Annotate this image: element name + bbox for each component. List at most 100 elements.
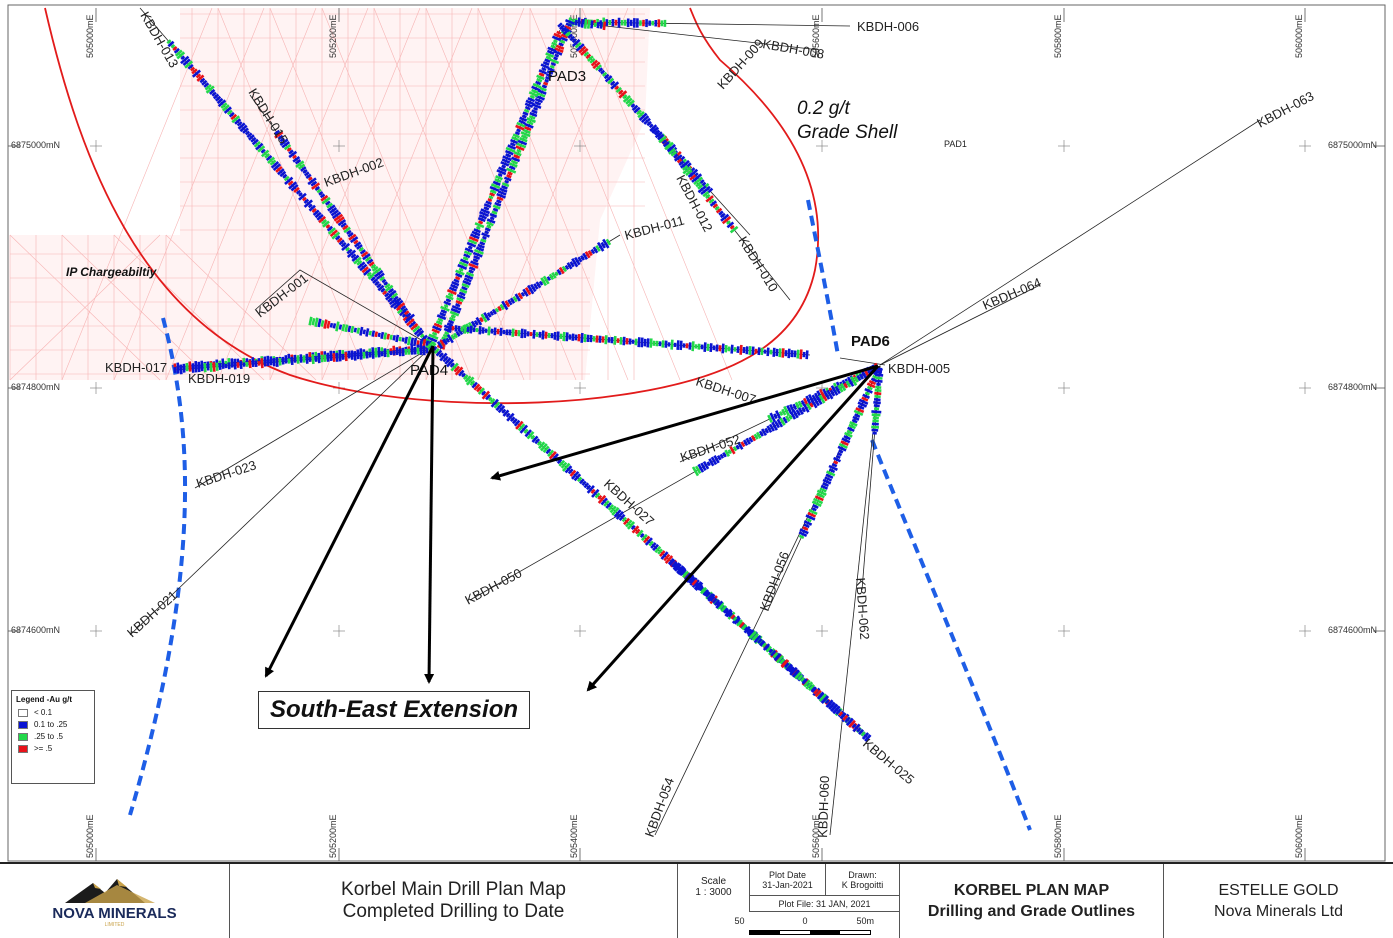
- assay-interval: [370, 331, 371, 335]
- assay-interval: [322, 355, 323, 362]
- legend-swatch: [18, 721, 28, 729]
- drill-hole-trace: [840, 358, 885, 365]
- northing-label: 6875000mN: [11, 140, 60, 150]
- assay-interval: [451, 316, 455, 318]
- assay-interval: [418, 348, 419, 355]
- assay-interval: [542, 86, 546, 88]
- assay-interval: [331, 323, 332, 327]
- assay-interval: [777, 349, 778, 356]
- assay-interval: [678, 340, 679, 350]
- assay-interval: [424, 346, 425, 355]
- easting-label: 506000mE: [1294, 814, 1304, 858]
- assay-interval: [517, 130, 521, 132]
- assay-interval: [408, 337, 410, 346]
- assay-interval: [400, 337, 401, 341]
- assay-interval: [497, 200, 502, 202]
- scalebar-cell: 50 0 50m: [678, 912, 900, 938]
- assay-interval: [313, 354, 314, 364]
- assay-interval: [774, 414, 776, 419]
- assay-interval: [414, 338, 416, 346]
- assay-interval: [546, 57, 551, 59]
- assay-interval: [750, 437, 753, 442]
- legend-swatch: [18, 733, 28, 741]
- map-title-cell: Korbel Main Drill Plan Map Completed Dri…: [230, 864, 678, 938]
- assay-interval: [418, 340, 419, 345]
- legend-swatch: [18, 745, 28, 753]
- logo-cell: NOVA MINERALS LIMITED: [0, 864, 230, 938]
- assay-interval: [729, 450, 731, 454]
- assay-interval: [530, 96, 534, 98]
- assay-interval: [360, 327, 362, 335]
- assay-interval: [340, 325, 341, 330]
- northing-label: 6874800mN: [11, 382, 60, 392]
- grade-shell-label-1: 0.2 g/t: [797, 98, 851, 119]
- assay-interval: [292, 357, 293, 365]
- assay-interval: [490, 217, 494, 219]
- assay-interval: [496, 308, 498, 311]
- assay-interval: [525, 329, 526, 337]
- assay-interval: [465, 325, 466, 334]
- assay-interval: [432, 333, 436, 335]
- assay-interval: [274, 358, 275, 366]
- assay-interval: [534, 330, 535, 339]
- assay-interval: [483, 237, 487, 239]
- assay-interval: [579, 334, 580, 341]
- assay-interval: [241, 361, 242, 369]
- assay-interval: [502, 166, 506, 168]
- scalebar-label: 0: [803, 916, 808, 926]
- assay-interval: [765, 428, 768, 432]
- assay-interval: [774, 348, 775, 357]
- assay-interval: [872, 421, 878, 422]
- drawn-value: K Brogoitti: [842, 880, 884, 890]
- assay-interval: [524, 110, 529, 112]
- drill-hole-label: KBDH-050: [462, 565, 524, 607]
- assay-interval: [639, 337, 640, 347]
- assay-interval: [361, 351, 362, 359]
- assay-interval: [388, 334, 389, 340]
- assay-interval: [799, 536, 803, 538]
- assay-interval: [874, 393, 881, 394]
- drill-hole-label: KBDH-023: [194, 457, 258, 490]
- drill-hole-trace: [880, 120, 1260, 365]
- assay-interval: [873, 402, 880, 403]
- assay-interval: [717, 345, 718, 352]
- assay-interval: [604, 22, 605, 30]
- assay-interval: [559, 44, 564, 46]
- assay-interval: [479, 221, 483, 223]
- assay-interval: [352, 326, 353, 333]
- logo-subtext: LIMITED: [105, 922, 125, 928]
- plan-title-cell: KORBEL PLAN MAP Drilling and Grade Outli…: [900, 864, 1164, 938]
- assay-interval: [445, 332, 449, 334]
- assay-interval: [325, 320, 327, 329]
- legend: Legend -Au g/t < 0.1 0.1 to .25 .25 to .…: [11, 690, 95, 784]
- assay-interval: [543, 331, 544, 340]
- pad6-label: PAD6: [851, 333, 890, 350]
- assay-interval: [585, 334, 586, 342]
- legend-item: 0.1 to .25: [18, 720, 94, 729]
- drill-hole-label: KBDH-007: [694, 374, 758, 407]
- assay-interval: [476, 227, 480, 229]
- drill-hole-label: KBDH-021: [124, 588, 180, 641]
- assay-interval: [235, 361, 236, 369]
- assay-interval: [813, 505, 818, 508]
- ip-chargeability-area: [10, 8, 732, 380]
- assay-interval: [615, 336, 616, 345]
- northing-label: 6874600mN: [11, 625, 60, 635]
- plot-date-label: Plot Date: [769, 870, 806, 880]
- assay-interval: [750, 346, 751, 355]
- assay-interval: [588, 335, 589, 342]
- assay-interval: [872, 424, 879, 425]
- assay-interval: [280, 358, 281, 365]
- plot-file-cell: Plot File: 31 JAN, 2021: [750, 896, 900, 912]
- scale-cell: Scale 1 : 3000: [678, 864, 750, 912]
- easting-label: 505000mE: [85, 14, 95, 58]
- northing-label: 6874600mN: [1328, 625, 1377, 635]
- assay-interval: [741, 345, 742, 355]
- assay-interval: [554, 40, 558, 42]
- assay-interval: [373, 350, 374, 359]
- assay-interval: [672, 340, 673, 350]
- assay-interval: [487, 226, 491, 228]
- assay-interval: [277, 357, 278, 367]
- assay-interval: [379, 333, 380, 337]
- assay-interval: [666, 341, 667, 348]
